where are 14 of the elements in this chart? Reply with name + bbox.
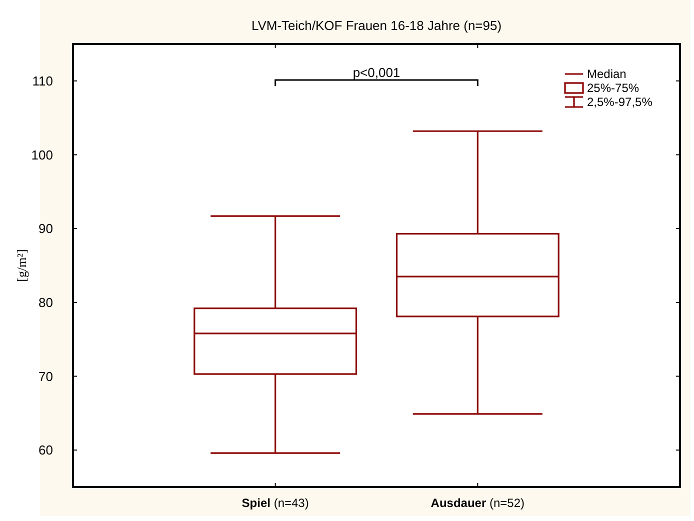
x-tick-label: Ausdauer (n=52) — [430, 496, 525, 510]
y-tick-label: 60 — [38, 442, 53, 458]
y-tick-label: 90 — [38, 221, 53, 236]
y-tick-label: 80 — [38, 294, 53, 310]
y-axis-title: [g/m²] — [14, 249, 29, 282]
y-tick-label: 110 — [32, 73, 53, 88]
annotation: p<0,001 — [352, 65, 400, 80]
y-tick-label: 70 — [38, 368, 53, 384]
chart-title: LVM-Teich/KOF Frauen 16-18 Jahre (n=95) — [251, 18, 502, 33]
annotation: 2,5%-97,5% — [587, 95, 653, 110]
annotation: 25%-75% — [587, 81, 640, 96]
annotation: Median — [587, 67, 626, 82]
x-tick-label: Spiel (n=43) — [242, 496, 309, 510]
y-tick-label: 100 — [31, 147, 53, 162]
